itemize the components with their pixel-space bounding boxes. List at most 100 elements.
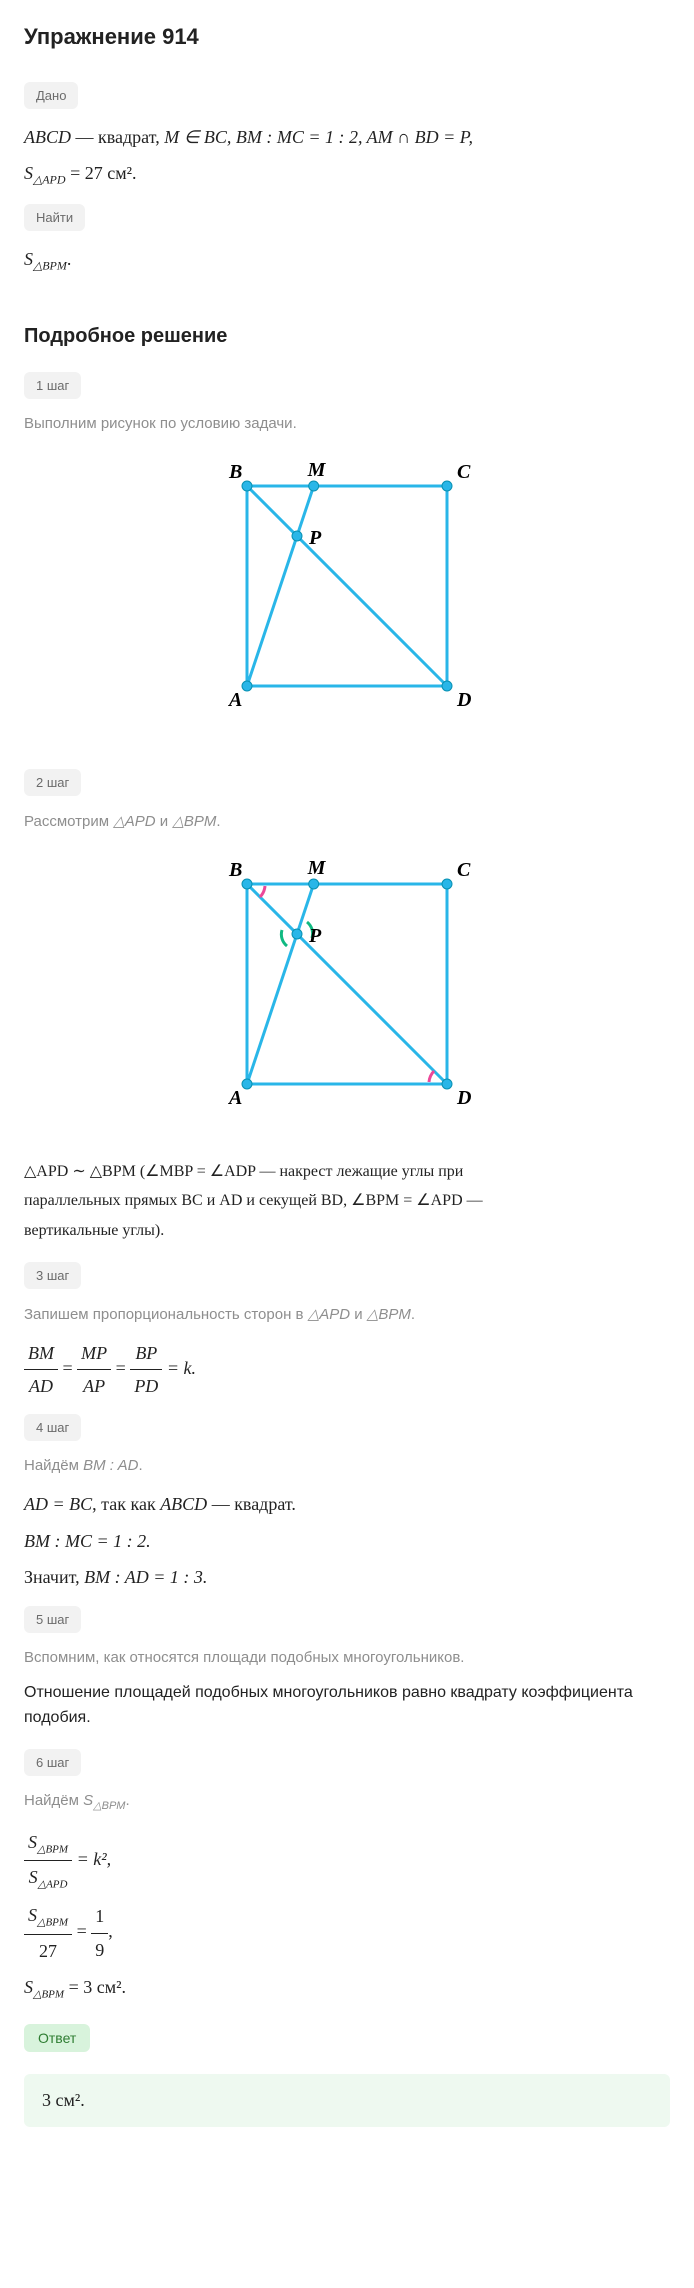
txt: S — [28, 1832, 37, 1852]
txt: , — [108, 1921, 113, 1941]
similarity-line-1: △APD ∼ △BPM (∠MBP = ∠ADP — накрест лежащ… — [24, 1159, 670, 1185]
svg-text:D: D — [456, 689, 471, 711]
svg-text:D: D — [456, 1087, 471, 1109]
txt: BM : AD — [83, 1457, 138, 1474]
figure-1: A B C D M P — [24, 446, 670, 731]
figure-2: A B C D M P — [24, 844, 670, 1129]
txt: BM : MC = 1 : 2. — [24, 1531, 151, 1551]
txt: AD = BC — [24, 1494, 92, 1514]
txt: . — [411, 1306, 415, 1323]
step-5-text: Вспомним, как относятся площади подобных… — [24, 1649, 670, 1666]
svg-text:P: P — [308, 527, 322, 549]
txt: AP — [77, 1370, 111, 1402]
txt: △APD — [33, 173, 66, 187]
find-line: S△BPM. — [24, 243, 670, 277]
txt: 27 — [24, 1935, 72, 1967]
step-2-label: 2 шаг — [24, 769, 81, 796]
txt: и — [350, 1306, 367, 1323]
txt: AD — [24, 1370, 58, 1402]
step-6-eq-2: S△BPM 27 = 1 9 , — [24, 1899, 670, 1967]
txt: △BPM — [33, 258, 67, 272]
txt: S — [28, 1905, 37, 1925]
txt: BM — [24, 1337, 58, 1370]
step-4-line-a: AD = BC, так как ABCD — квадрат. — [24, 1488, 670, 1520]
step-3-equation: BMAD = MPAP = BPPD = k. — [24, 1337, 670, 1403]
txt: . — [138, 1457, 142, 1474]
step-4-label: 4 шаг — [24, 1414, 81, 1441]
txt: 1 — [91, 1900, 108, 1933]
txt: = — [116, 1358, 131, 1378]
step-6-text: Найдём S△BPM. — [24, 1792, 670, 1812]
txt: ABCD — [160, 1494, 207, 1514]
step-5-label: 5 шаг — [24, 1606, 81, 1633]
txt: = k. — [167, 1358, 196, 1378]
answer-box: 3 см². — [24, 2074, 670, 2127]
svg-text:B: B — [228, 859, 242, 881]
find-label: Найти — [24, 204, 85, 231]
txt: S — [24, 1977, 33, 1997]
txt: BP — [130, 1337, 162, 1370]
txt: Рассмотрим — [24, 813, 113, 830]
txt: — квадрат, — [71, 127, 164, 147]
txt: △APD — [308, 1306, 350, 1323]
exercise-title: Упражнение 914 — [24, 24, 670, 50]
txt: △BPM — [93, 1800, 125, 1812]
step-1-text: Выполним рисунок по условию задачи. — [24, 415, 670, 432]
svg-text:M: M — [307, 459, 327, 481]
txt: Значит, — [24, 1567, 84, 1587]
given-line-1: ABCD — квадрат, M ∈ BC, BM : MC = 1 : 2,… — [24, 121, 670, 153]
svg-text:B: B — [228, 461, 242, 483]
svg-text:C: C — [457, 461, 471, 483]
txt: △BPM — [37, 1843, 68, 1855]
step-4-line-b: BM : MC = 1 : 2. — [24, 1525, 670, 1557]
figure-2-svg: A B C D M P — [187, 844, 507, 1124]
step-6-eq-3: S△BPM = 3 см². — [24, 1971, 670, 2005]
txt: = — [63, 1358, 78, 1378]
txt: BM : AD = 1 : 3. — [84, 1567, 207, 1587]
txt: и — [156, 813, 173, 830]
step-3-label: 3 шаг — [24, 1262, 81, 1289]
step-2-text: Рассмотрим △APD и △BPM. — [24, 812, 670, 830]
step-5-body: Отношение площадей подобных многоугольни… — [24, 1680, 670, 1731]
txt: S — [83, 1792, 93, 1809]
svg-text:A: A — [227, 689, 242, 711]
svg-text:P: P — [308, 925, 322, 947]
solution-header: Подробное решение — [24, 325, 670, 348]
txt: S — [24, 249, 33, 269]
given-label: Дано — [24, 82, 78, 109]
txt: △BPM — [37, 1917, 68, 1929]
step-4-line-c: Значит, BM : AD = 1 : 3. — [24, 1561, 670, 1593]
txt: △BPM — [33, 1989, 64, 2001]
txt: . — [216, 813, 220, 830]
svg-text:C: C — [457, 859, 471, 881]
txt: . — [125, 1792, 129, 1809]
txt: △APD — [38, 1879, 68, 1891]
figure-1-svg: A B C D M P — [187, 446, 507, 726]
txt: = 3 см². — [64, 1977, 126, 1997]
txt: Найдём — [24, 1457, 83, 1474]
step-6-label: 6 шаг — [24, 1749, 81, 1776]
txt: = 27 см². — [66, 163, 137, 183]
txt: S — [29, 1867, 38, 1887]
txt: Найдём — [24, 1792, 83, 1809]
txt: Запишем пропорциональность сторон в — [24, 1306, 308, 1323]
txt: 9 — [91, 1934, 108, 1966]
step-1-label: 1 шаг — [24, 372, 81, 399]
step-3-text: Запишем пропорциональность сторон в △APD… — [24, 1305, 670, 1323]
txt: M ∈ BC, BM : MC = 1 : 2, AM ∩ BD = P, — [164, 127, 473, 147]
txt: MP — [77, 1337, 111, 1370]
txt: △BPM — [172, 813, 216, 830]
similarity-line-2: параллельных прямых BC и AD и секущей BD… — [24, 1188, 670, 1214]
txt: = — [77, 1921, 92, 1941]
txt: S — [24, 163, 33, 183]
answer-label: Ответ — [24, 2024, 90, 2052]
step-4-text: Найдём BM : AD. — [24, 1457, 670, 1474]
txt: . — [67, 249, 72, 269]
txt: ABCD — [24, 127, 71, 147]
txt: △BPM — [367, 1306, 411, 1323]
similarity-line-3: вертикальные углы). — [24, 1218, 670, 1244]
txt: △APD — [113, 813, 155, 830]
svg-text:A: A — [227, 1087, 242, 1109]
svg-text:M: M — [307, 857, 327, 879]
given-line-2: S△APD = 27 см². — [24, 157, 670, 191]
